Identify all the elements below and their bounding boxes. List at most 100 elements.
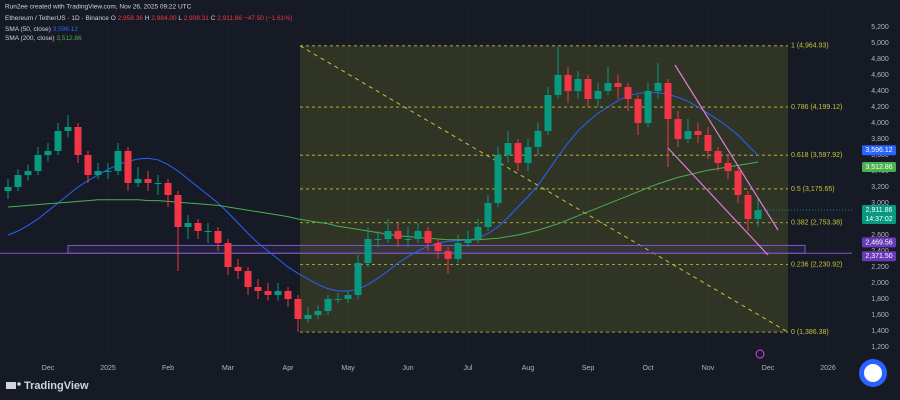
y-tick-label: 4,800	[871, 56, 889, 63]
candle-body	[534, 131, 542, 147]
candle-body	[44, 151, 52, 155]
header-item: −47.50 (−1.61%)	[244, 15, 292, 22]
fib-trend-line	[299, 45, 789, 333]
candle-body	[744, 195, 752, 219]
header-item: 2,908.31	[184, 15, 210, 22]
y-tick-label: 4,000	[871, 120, 889, 127]
candle-body	[564, 75, 572, 91]
candle-body	[384, 231, 392, 239]
candle-body	[664, 83, 672, 119]
countdown: 14:37:02	[865, 216, 892, 223]
candle-body	[404, 239, 412, 240]
y-tick-label: 3,200	[871, 184, 889, 191]
assistant-icon	[864, 364, 882, 382]
zone-badge	[862, 251, 896, 262]
candle-body	[634, 99, 642, 123]
fib-label: 1 (4,964.93)	[791, 43, 829, 50]
candle-body	[164, 183, 172, 195]
candle-body	[594, 91, 602, 99]
candle-body	[554, 75, 562, 95]
candle-body	[154, 183, 162, 184]
candle-body	[544, 95, 552, 131]
legend-value: 3,596.12	[53, 26, 79, 33]
x-tick-label: 2025	[100, 365, 116, 372]
x-tick-label: 2026	[820, 365, 836, 372]
candle-body	[74, 127, 82, 155]
candle-body	[294, 299, 302, 319]
wedge-lower	[667, 147, 769, 256]
candle-body	[374, 239, 382, 240]
candle-body	[244, 271, 252, 287]
fib-label: 0 (1,386.38)	[791, 329, 829, 336]
y-tick-label: 5,200	[871, 24, 889, 31]
y-tick-label: 1,800	[871, 296, 889, 303]
candle-body	[94, 171, 102, 175]
candle-body	[674, 119, 682, 139]
candle-body	[454, 243, 462, 259]
candle-body	[4, 187, 12, 191]
x-tick-label: Oct	[643, 365, 654, 372]
candle-body	[224, 243, 232, 267]
sma-badge	[862, 145, 896, 156]
y-tick-label: 5,000	[871, 40, 889, 47]
candle-body	[144, 179, 152, 183]
last-price-badge	[862, 205, 896, 225]
zone-badge-label: 2,469.56	[865, 239, 892, 246]
candle-body	[114, 151, 122, 171]
y-tick-label: 3,600	[871, 152, 889, 159]
candle-body	[254, 287, 262, 291]
candle-body	[414, 231, 422, 239]
candle-body	[494, 155, 502, 203]
sma-badge-label: 3,596.12	[865, 147, 892, 154]
y-tick-label: 2,600	[871, 232, 889, 239]
candle-body	[104, 171, 112, 172]
candle-body	[174, 195, 182, 227]
candle-body	[694, 131, 702, 135]
candle-body	[754, 210, 762, 219]
y-tick-label: 4,600	[871, 72, 889, 79]
candle-body	[354, 263, 362, 295]
sma-line	[7, 161, 759, 241]
candle-body	[364, 239, 372, 263]
candle-body	[714, 151, 722, 163]
wedge-upper	[674, 64, 779, 231]
x-tick-label: Aug	[522, 365, 535, 372]
candle-body	[234, 267, 242, 271]
candle-body	[54, 131, 62, 151]
header-item: C	[211, 15, 216, 22]
y-tick-label: 1,600	[871, 312, 889, 319]
candle-body	[304, 315, 312, 319]
candle-body	[204, 231, 212, 232]
candle-body	[654, 83, 662, 91]
zone-badge	[862, 237, 896, 248]
fib-label: 0.618 (3,597.92)	[791, 152, 842, 159]
x-tick-label: Apr	[283, 365, 295, 372]
y-tick-label: 4,400	[871, 88, 889, 95]
candle-body	[604, 83, 612, 91]
header-item: H	[145, 15, 150, 22]
brand: TradingView	[24, 380, 89, 392]
candle-body	[124, 151, 132, 183]
legend-name: SMA (200, close)	[5, 35, 55, 42]
candle-body	[584, 79, 592, 99]
candle-body	[624, 87, 632, 99]
last-price-label: 2,911.86	[866, 207, 893, 214]
candle-body	[314, 311, 322, 315]
tv-logo: TradingView	[6, 380, 89, 392]
fib-label: 0.5 (3,175.65)	[791, 186, 835, 193]
candle-body	[644, 91, 652, 123]
header-item: Ethereum / TetherUS · 1D · Binance	[5, 15, 109, 22]
candle-body	[704, 135, 712, 151]
candle-body	[324, 299, 332, 311]
candle-body	[444, 251, 452, 259]
legend-value: 3,512.86	[56, 35, 82, 42]
candle-body	[484, 203, 492, 227]
y-tick-label: 1,400	[871, 328, 889, 335]
candle-body	[464, 239, 472, 243]
candle-body	[504, 143, 512, 155]
x-tick-label: Nov	[702, 365, 715, 372]
replay-icon[interactable]	[755, 349, 765, 359]
y-tick-label: 1,200	[871, 344, 889, 351]
header-item: 2,911.86	[217, 15, 242, 22]
candle-body	[724, 163, 732, 171]
